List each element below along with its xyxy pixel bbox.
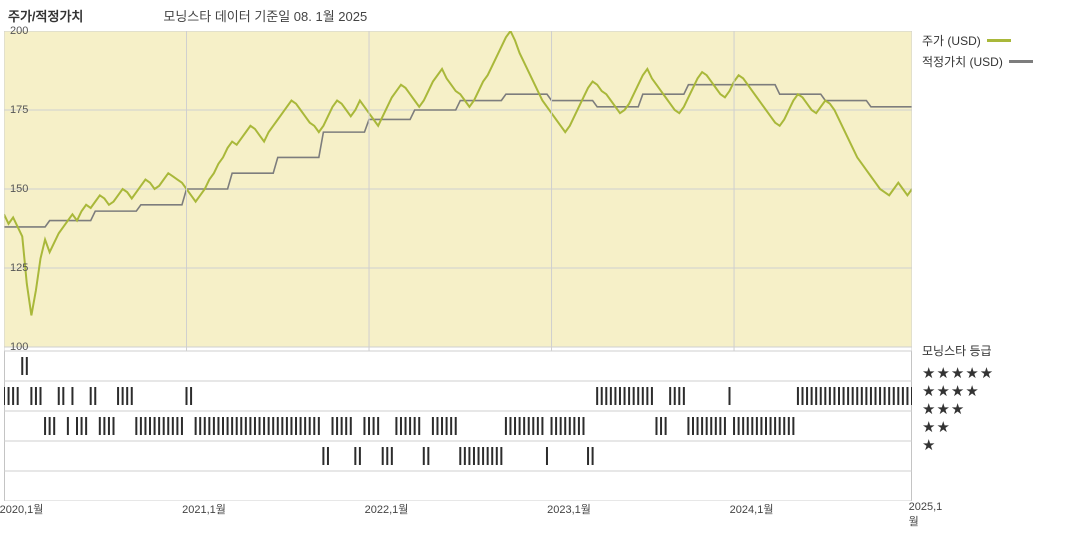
chart-area: 100125150175200 bbox=[4, 31, 1080, 501]
rating-legend: 모닝스타 등급 ★★★★★★★★★★★★★★★ bbox=[922, 342, 994, 455]
chart-subtitle: 모닝스타 데이터 기준일 08. 1월 2025 bbox=[163, 6, 367, 25]
y-tick-label: 200 bbox=[10, 25, 28, 37]
legend-swatch bbox=[987, 39, 1011, 42]
legend: 주가 (USD) 적정가치 (USD) bbox=[922, 32, 1033, 74]
rating-panel bbox=[4, 351, 912, 501]
legend-label: 적정가치 (USD) bbox=[922, 53, 1003, 70]
x-tick-label: 2020,1월 bbox=[0, 501, 43, 517]
rating-legend-row: ★★★★★ bbox=[922, 365, 994, 383]
x-tick-label: 2022,1월 bbox=[365, 501, 409, 517]
legend-label: 주가 (USD) bbox=[922, 32, 981, 49]
legend-row: 적정가치 (USD) bbox=[922, 53, 1033, 70]
legend-swatch bbox=[1009, 60, 1033, 63]
rating-legend-title: 모닝스타 등급 bbox=[922, 342, 994, 359]
y-tick-label: 150 bbox=[10, 183, 28, 195]
x-axis-labels: 2020,1월2021,1월2022,1월2023,1월2024,1월2025,… bbox=[4, 501, 912, 519]
rating-legend-row: ★ bbox=[922, 437, 994, 455]
x-tick-label: 2021,1월 bbox=[182, 501, 226, 517]
x-tick-label: 2024,1월 bbox=[730, 501, 774, 517]
x-tick-label: 2023,1월 bbox=[547, 501, 591, 517]
rating-legend-row: ★★ bbox=[922, 419, 994, 437]
rating-legend-row: ★★★★ bbox=[922, 383, 994, 401]
legend-row: 주가 (USD) bbox=[922, 32, 1033, 49]
y-tick-label: 125 bbox=[10, 262, 28, 274]
y-tick-label: 100 bbox=[10, 341, 28, 353]
chart-title: 주가/적정가치 bbox=[8, 6, 83, 25]
price-panel bbox=[4, 31, 912, 347]
chart-header: 주가/적정가치 모닝스타 데이터 기준일 08. 1월 2025 bbox=[0, 0, 1080, 31]
rating-legend-row: ★★★ bbox=[922, 401, 994, 419]
x-tick-label: 2025,1월 bbox=[909, 501, 943, 529]
y-tick-label: 175 bbox=[10, 104, 28, 116]
